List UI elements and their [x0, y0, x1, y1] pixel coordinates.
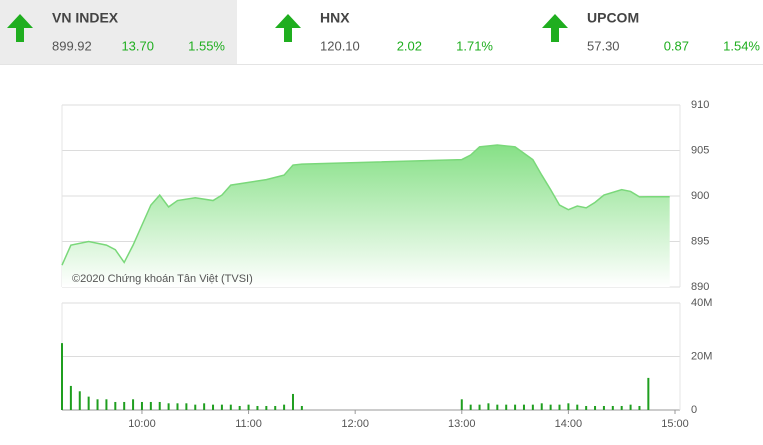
volume-bar: [132, 399, 135, 410]
index-percent: 1.71%: [456, 38, 493, 53]
y-tick-label: 910: [691, 99, 709, 111]
volume-bar: [78, 391, 81, 410]
index-value: 899.92: [52, 38, 92, 53]
y-tick-label: 20M: [691, 350, 712, 362]
index-change: 13.70: [121, 38, 154, 53]
volume-bar: [620, 405, 623, 410]
volume-bar: [167, 403, 170, 410]
volume-bar: [212, 404, 215, 410]
volume-bar: [87, 396, 90, 410]
index-change: 2.02: [397, 38, 422, 53]
volume-bar: [602, 405, 605, 410]
price-line: [61, 144, 670, 266]
volume-bar: [96, 399, 99, 410]
volume-bar: [265, 405, 268, 410]
volume-bar: [540, 403, 543, 410]
volume-bar: [522, 404, 525, 410]
volume-bar: [203, 403, 206, 410]
active-tile: [0, 0, 237, 64]
volume-bar: [105, 399, 108, 410]
index-name: HNX: [320, 10, 350, 26]
x-tick-label: 10:00: [128, 418, 156, 430]
volume-bar: [185, 403, 188, 410]
volume-bar: [549, 404, 552, 410]
y-tick-label: 0: [691, 404, 697, 416]
volume-bar: [647, 377, 650, 410]
volume-bar: [158, 401, 161, 410]
y-tick-label: 890: [691, 281, 709, 293]
volume-bar: [140, 401, 143, 410]
volume-bar: [478, 404, 481, 410]
volume-bar: [496, 404, 499, 410]
index-value: 120.10: [320, 38, 360, 53]
volume-bar: [176, 403, 179, 410]
y-tick-label: 40M: [691, 297, 712, 309]
volume-bar: [283, 404, 286, 410]
volume-bar: [114, 401, 117, 410]
volume-bar: [585, 405, 588, 410]
y-tick-label: 900: [691, 190, 709, 202]
volume-bar: [514, 404, 517, 410]
volume-bar: [194, 404, 197, 410]
price-area: [62, 145, 670, 287]
watermark: ©2020 Chứng khoán Tân Việt (TVSI): [72, 273, 253, 285]
volume-bar: [69, 385, 72, 410]
volume-bar: [220, 404, 223, 410]
volume-bar: [505, 404, 508, 410]
index-percent: 1.54%: [723, 38, 760, 53]
volume-bar: [460, 399, 463, 410]
index-name: VN INDEX: [52, 10, 119, 26]
volume-bar: [469, 404, 472, 410]
volume-bar: [576, 404, 579, 410]
volume-bar: [638, 405, 641, 410]
volume-bar: [300, 405, 303, 410]
y-tick-label: 895: [691, 235, 709, 247]
index-value: 57.30: [587, 38, 620, 53]
volume-bar: [567, 403, 570, 410]
volume-bar: [123, 401, 126, 410]
index-percent: 1.55%: [188, 38, 225, 53]
volume-bar: [558, 404, 561, 410]
up-arrow: [7, 14, 33, 42]
volume-bar: [487, 403, 490, 410]
volume-bar: [274, 405, 277, 410]
volume-bar: [149, 401, 152, 410]
up-arrow: [275, 14, 301, 42]
volume-bar: [238, 405, 241, 410]
x-tick-label: 12:00: [341, 418, 369, 430]
y-tick-label: 905: [691, 144, 709, 156]
x-tick-label: 11:00: [235, 418, 262, 430]
volume-bar: [247, 404, 250, 410]
volume-bar: [531, 404, 534, 410]
volume-bar: [291, 393, 294, 410]
volume-bar: [229, 404, 232, 410]
volume-bar: [611, 405, 614, 410]
index-change: 0.87: [664, 38, 689, 53]
x-tick-label: 15:00: [661, 418, 689, 430]
volume-bar: [629, 404, 632, 410]
volume-bar: [256, 405, 259, 410]
index-name: UPCOM: [587, 10, 639, 26]
volume-bar: [61, 343, 63, 410]
volume-bar: [594, 405, 597, 410]
x-tick-label: 14:00: [555, 418, 583, 430]
up-arrow: [542, 14, 568, 42]
x-tick-label: 13:00: [448, 418, 476, 430]
